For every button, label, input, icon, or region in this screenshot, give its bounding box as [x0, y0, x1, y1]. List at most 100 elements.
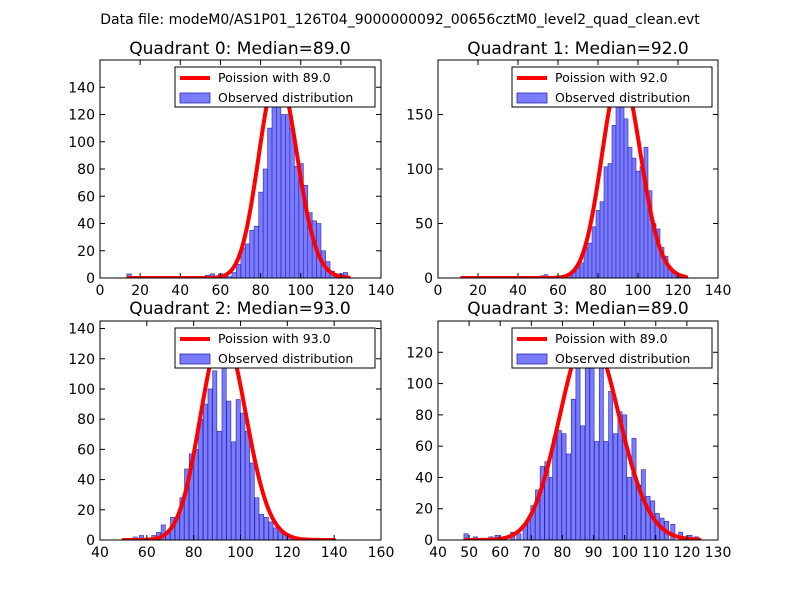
y-tick-label: 20	[77, 244, 95, 260]
x-tick-label: 100	[287, 283, 314, 299]
x-tick-label: 100	[611, 545, 638, 561]
x-tick-label: 40	[429, 545, 447, 561]
y-tick-label: 140	[68, 322, 95, 338]
histogram-bar	[259, 514, 264, 540]
y-tick-label: 60	[415, 439, 433, 455]
legend-label-observed: Observed distribution	[218, 351, 353, 366]
x-tick-label: 0	[434, 283, 443, 299]
panel-quadrant-0: Quadrant 0: Median=89.0 0 20 40 60 80 100 120 1…	[68, 39, 394, 299]
histogram-bar	[570, 398, 576, 540]
histogram-bar	[566, 453, 572, 540]
histogram-bar	[587, 242, 593, 278]
y-tick-label: 120	[68, 108, 95, 124]
histogram-bar	[579, 262, 585, 278]
panel-quadrant-1: Quadrant 1: Median=92.0 0 20 40 60 80 100 120 1…	[406, 39, 731, 299]
histogram-bar	[626, 477, 632, 540]
histogram-bar	[245, 430, 250, 540]
x-tick-label: 40	[91, 545, 109, 561]
histogram-bar	[285, 114, 291, 278]
legend-bar-swatch	[516, 353, 548, 365]
histogram-bar	[580, 425, 586, 540]
histogram-bar	[276, 82, 282, 278]
legend-bar-swatch	[516, 92, 548, 104]
x-tick-label: 20	[469, 283, 487, 299]
histogram-bar	[584, 361, 590, 540]
histogram-bar	[249, 230, 255, 278]
histogram-bar	[212, 370, 218, 540]
histogram-bar	[645, 495, 651, 540]
histogram-bar	[268, 521, 274, 540]
histogram-bar	[258, 191, 264, 278]
x-tick-label: 50	[460, 545, 478, 561]
histogram-bars	[463, 351, 699, 540]
y-tick-label: 40	[415, 470, 433, 486]
histogram-bar	[198, 418, 204, 540]
histogram-bar	[240, 412, 246, 540]
histogram-bar	[612, 433, 618, 540]
histogram-bar	[598, 358, 604, 540]
y-tick-label: 100	[68, 382, 95, 398]
histogram-bar	[603, 441, 609, 540]
legend: Poission with 93.0 Observed distribution	[174, 327, 376, 369]
x-tick-label: 120	[665, 283, 692, 299]
legend: Poission with 89.0 Observed distribution	[511, 327, 713, 369]
y-tick-label: 100	[406, 377, 433, 393]
histogram-bar	[280, 114, 286, 278]
x-tick-label: 130	[705, 545, 732, 561]
x-tick-label: 80	[554, 545, 572, 561]
histogram-bars	[132, 347, 293, 540]
x-tick-label: 60	[549, 283, 567, 299]
histogram-bar	[293, 165, 300, 278]
y-tick-label: 20	[77, 503, 95, 519]
panel-title-quadrant-1: Quadrant 1: Median=92.0	[467, 39, 689, 59]
y-tick-label: 140	[68, 80, 95, 96]
panel-quadrant-2: Quadrant 2: Median=93.0 40 60 80 100 120 140 1…	[68, 299, 394, 561]
figure-suptitle: Data file: modeM0/AS1P01_126T04_90000000…	[100, 12, 700, 28]
histogram-bar	[589, 351, 595, 540]
poisson-curve	[126, 71, 351, 278]
histogram-bar	[221, 347, 227, 540]
y-tick-label: 40	[77, 217, 95, 233]
legend-label-observed: Observed distribution	[555, 90, 690, 105]
histogram-bar	[607, 163, 613, 278]
histogram-bar	[231, 441, 236, 540]
histogram-bar	[516, 533, 522, 540]
axes-frame	[437, 320, 719, 541]
histogram-bar	[575, 364, 581, 540]
legend-label-observed: Observed distribution	[218, 90, 353, 105]
histogram-bar	[561, 433, 567, 540]
histogram-bar	[271, 97, 277, 278]
y-tick-label: 60	[77, 442, 95, 458]
legend-label-poisson: Poission with 92.0	[555, 70, 668, 85]
x-tick-label: 120	[674, 545, 701, 561]
panel-title-quadrant-3: Quadrant 3: Median=89.0	[467, 299, 689, 319]
x-tick-label: 110	[642, 545, 669, 561]
histogram-bar	[245, 243, 251, 278]
histogram-bar	[552, 438, 558, 540]
histogram-bar	[231, 272, 237, 278]
x-tick-label: 120	[274, 545, 301, 561]
legend-label-observed: Observed distribution	[555, 351, 690, 366]
histogram-bar	[635, 170, 641, 278]
x-tick-label: 80	[252, 283, 270, 299]
x-tick-label: 60	[491, 545, 509, 561]
legend-bar-swatch	[179, 92, 211, 104]
y-tick-label: 0	[86, 271, 95, 287]
legend: Poission with 92.0 Observed distribution	[511, 66, 713, 108]
histogram-bar	[611, 125, 617, 278]
y-tick-label: 80	[77, 412, 95, 428]
x-tick-label: 80	[589, 283, 607, 299]
x-tick-label: 40	[171, 283, 189, 299]
y-tick-label: 60	[77, 189, 95, 205]
x-tick-label: 80	[185, 545, 203, 561]
x-tick-label: 140	[321, 545, 348, 561]
histogram-bar	[126, 273, 132, 278]
x-tick-label: 60	[138, 545, 156, 561]
legend-label-poisson: Poission with 93.0	[218, 331, 331, 346]
histogram-bar	[631, 438, 637, 540]
histogram-bar	[556, 430, 562, 540]
panel-quadrant-3: Quadrant 3: Median=89.0 40 50 60 70 80 90 100 1…	[406, 299, 731, 561]
histogram-bar	[608, 391, 614, 540]
x-tick-label: 140	[368, 283, 395, 299]
histogram-bar	[262, 168, 268, 278]
